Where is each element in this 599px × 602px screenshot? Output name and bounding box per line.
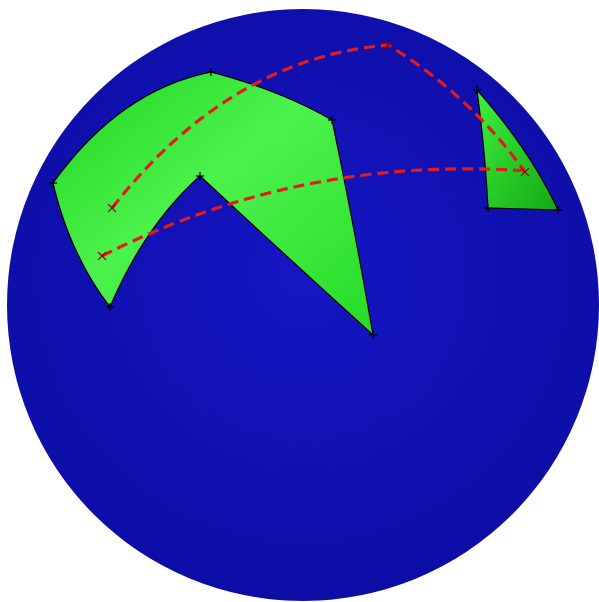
vertex-marker <box>49 179 57 187</box>
sphere <box>7 9 599 601</box>
vertex-markers <box>49 68 562 339</box>
path-marker <box>97 251 107 261</box>
vertex-marker <box>369 331 377 339</box>
path-upper <box>110 43 527 209</box>
path-markers <box>97 40 530 261</box>
vertex-marker <box>473 86 481 94</box>
path-marker <box>107 203 117 213</box>
vertex-marker <box>196 172 204 180</box>
path-marker <box>383 40 393 50</box>
path-marker <box>520 167 530 177</box>
path-lower <box>101 167 529 258</box>
vertex-marker <box>106 303 114 311</box>
vertex-marker <box>554 206 562 214</box>
vertex-marker <box>328 116 336 124</box>
vertex-marker <box>207 68 215 76</box>
vertex-marker <box>484 204 492 212</box>
